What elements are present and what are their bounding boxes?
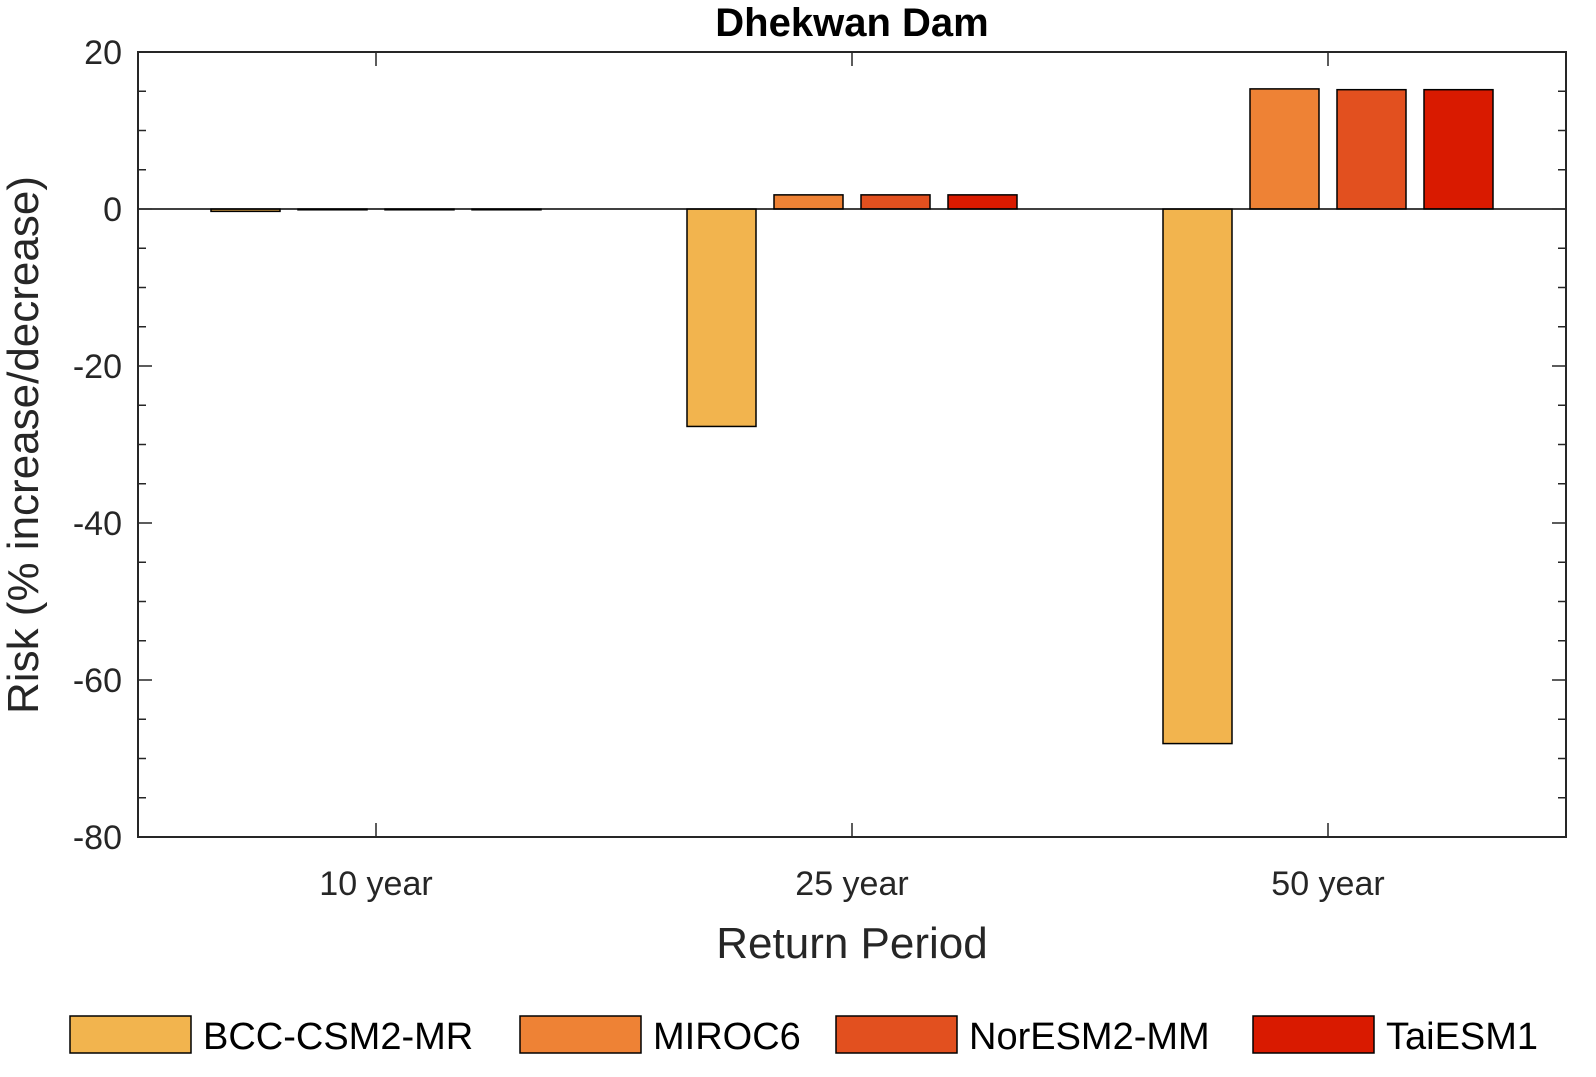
bar-miroc6-1 [773,194,844,210]
x-tick-label: 10 year [319,865,432,903]
x-tick-label: 50 year [1271,865,1384,903]
chart-title: Dhekwan Dam [715,1,988,45]
legend-label: NorESM2-MM [969,1016,1210,1058]
legend-item: MIROC6 [519,1015,801,1058]
x-axis-tick-labels: 10 year 25 year 50 year [319,865,1384,903]
bars [210,88,1494,745]
legend-swatch [1252,1015,1375,1054]
bar-bcc-csm2-mr-2 [1162,208,1233,745]
legend-item: BCC-CSM2-MR [69,1015,473,1058]
legend-label: MIROC6 [653,1016,801,1058]
y-axis-label: Risk (% increase/decrease) [0,176,48,714]
legend: BCC-CSM2-MR MIROC6 NorESM2-MM TaiESM1 [69,1015,1538,1058]
legend-swatch [835,1015,958,1054]
y-tick-label: -40 [73,505,122,543]
y-axis-tick-labels: 20 0 -20 -40 -60 -80 [73,34,122,857]
bar-bcc-csm2-mr-1 [686,208,757,428]
bar-miroc6-2 [1249,88,1320,210]
x-axis-label: Return Period [716,919,987,968]
bar-noresm2-mm-2 [1336,88,1407,210]
legend-item: NorESM2-MM [835,1015,1210,1058]
y-tick-label: -20 [73,348,122,386]
legend-label: TaiESM1 [1386,1016,1538,1058]
y-tick-label: -60 [73,662,122,700]
plot-area [137,51,1567,838]
bar-taiesm1-1 [947,194,1018,210]
legend-swatch [519,1015,642,1054]
bar-noresm2-mm-1 [860,194,931,210]
x-tick-label: 25 year [795,865,908,903]
legend-item: TaiESM1 [1252,1015,1538,1058]
y-tick-label: -80 [73,819,122,857]
bar-taiesm1-2 [1423,88,1494,210]
legend-label: BCC-CSM2-MR [203,1016,473,1058]
y-tick-label: 20 [84,34,122,72]
legend-swatch [69,1015,192,1054]
y-tick-label: 0 [103,191,122,229]
axis-ticks [138,51,1566,838]
